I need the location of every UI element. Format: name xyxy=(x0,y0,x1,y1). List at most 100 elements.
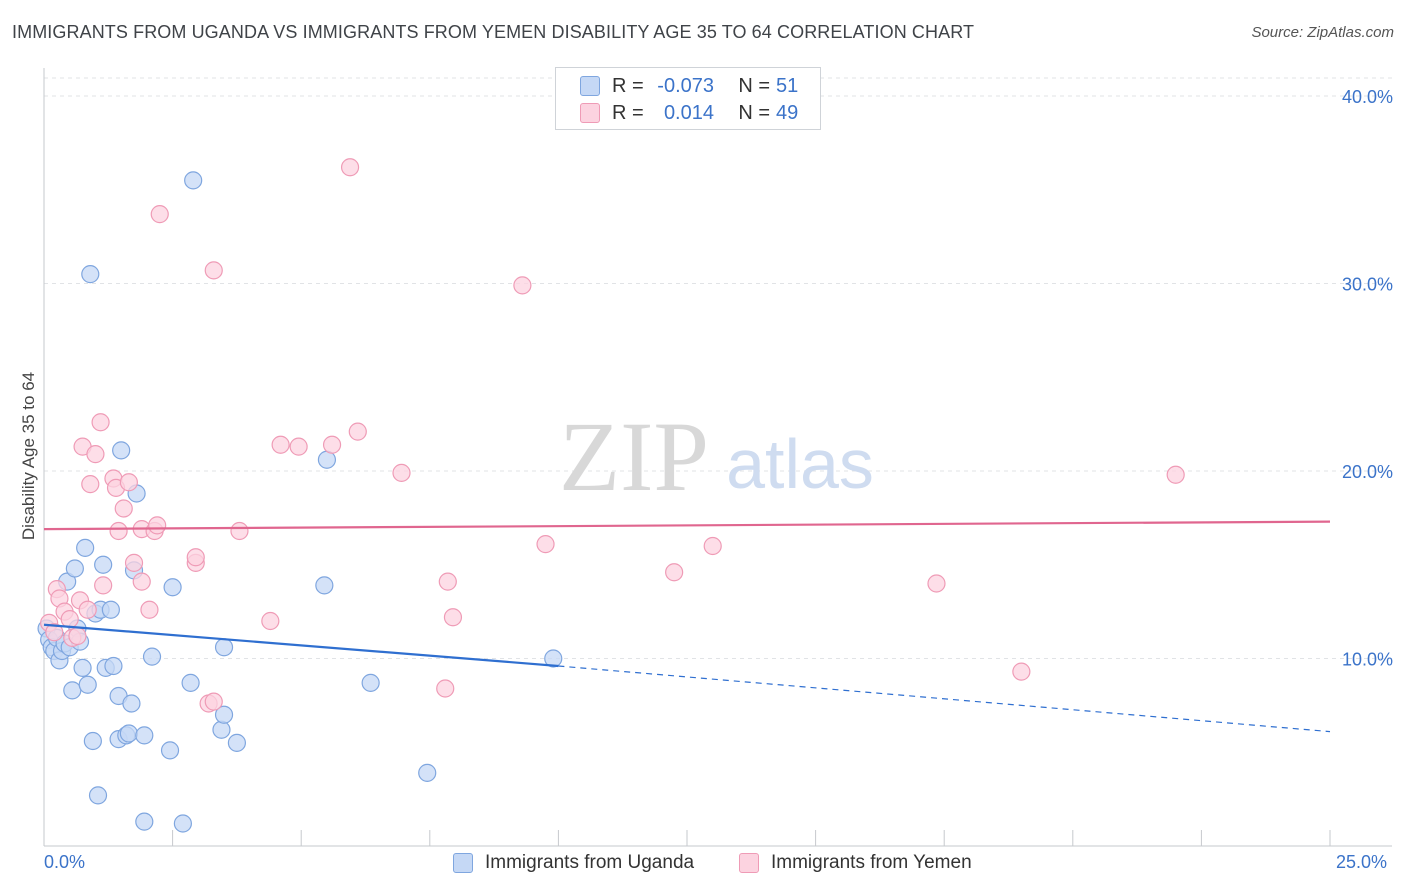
points-layer xyxy=(37,158,1185,833)
y-tick-label: 30.0% xyxy=(1342,275,1393,295)
series-legend: Immigrants from Uganda Immigrants from Y… xyxy=(0,852,1406,878)
yemen-point xyxy=(124,553,144,572)
yemen-point xyxy=(140,600,159,619)
legend-r-label: R = xyxy=(612,74,644,97)
uganda-point xyxy=(112,441,131,460)
yemen-point xyxy=(536,535,555,554)
uganda-point xyxy=(65,559,84,578)
legend-item-uganda: Immigrants from Uganda xyxy=(453,852,694,874)
yemen-point xyxy=(119,473,138,492)
yemen-point xyxy=(132,572,151,591)
uganda-trend-line xyxy=(43,623,559,668)
uganda-trend-extrapolation xyxy=(558,665,1331,733)
axis-layer: Disability Age 35 to 64 10.0% 20.0% 30.0% 4… xyxy=(19,68,1393,847)
yemen-point xyxy=(230,521,249,541)
x-tick-max: 25.0% xyxy=(1336,852,1388,872)
uganda-point xyxy=(361,673,380,692)
uganda-point xyxy=(104,656,123,676)
x-tick-min: 0.0% xyxy=(44,852,86,872)
uganda-point xyxy=(63,681,82,700)
yemen-point xyxy=(436,679,455,698)
yemen-point xyxy=(60,610,79,629)
chart-title: IMMIGRANTS FROM UGANDA VS IMMIGRANTS FRO… xyxy=(12,22,975,42)
uganda-point xyxy=(135,726,154,745)
y-tick-label: 10.0% xyxy=(1342,650,1393,670)
yemen-point xyxy=(81,475,100,494)
uganda-point xyxy=(73,658,92,677)
uganda-point xyxy=(160,741,180,760)
uganda-point xyxy=(181,673,200,692)
yemen-point xyxy=(94,576,113,595)
yemen-trend-line xyxy=(43,520,1331,531)
yemen-legend-icon xyxy=(739,853,759,873)
uganda-swatch-icon xyxy=(580,76,600,96)
yemen-point xyxy=(261,611,280,631)
uganda-point xyxy=(101,600,120,619)
yemen-point xyxy=(150,205,169,224)
legend-label-uganda: Immigrants from Uganda xyxy=(485,852,695,873)
trend-layer xyxy=(43,520,1331,733)
uganda-point xyxy=(83,731,102,751)
legend-row-uganda: R = -0.073 N = 51 xyxy=(580,74,810,98)
uganda-point xyxy=(214,638,234,657)
correlation-legend: R = -0.073 N = 51 R = 0.014 N = 49 xyxy=(555,67,821,130)
uganda-point xyxy=(184,171,203,190)
uganda-point xyxy=(119,724,138,743)
yemen-point xyxy=(1012,662,1031,681)
uganda-point xyxy=(163,578,182,597)
watermark-zip: ZIP xyxy=(559,401,709,512)
yemen-swatch-icon xyxy=(580,103,600,123)
legend-n-value: 49 xyxy=(776,101,799,124)
source-credit: Source: ZipAtlas.com xyxy=(1251,24,1394,41)
y-axis-label: Disability Age 35 to 64 xyxy=(19,372,38,540)
yemen-point xyxy=(204,692,223,711)
uganda-point xyxy=(544,649,563,668)
uganda-point xyxy=(88,786,108,805)
uganda-legend-icon xyxy=(453,853,473,873)
legend-r-value: -0.073 xyxy=(657,74,714,97)
yemen-point xyxy=(443,608,463,627)
yemen-point xyxy=(91,413,110,432)
yemen-point xyxy=(45,623,64,642)
legend-label-yemen: Immigrants from Yemen xyxy=(771,852,972,873)
grid-layer xyxy=(44,77,1392,659)
uganda-point xyxy=(135,812,154,831)
yemen-point xyxy=(348,422,367,441)
uganda-point xyxy=(94,555,113,574)
legend-r-label: R = xyxy=(612,101,644,124)
y-tick-label: 40.0% xyxy=(1342,87,1393,107)
yemen-point xyxy=(438,572,457,591)
yemen-point xyxy=(68,626,87,646)
uganda-point xyxy=(418,763,437,782)
uganda-point xyxy=(76,538,95,557)
uganda-point xyxy=(214,705,234,724)
yemen-point xyxy=(513,276,532,295)
uganda-point xyxy=(315,576,334,595)
uganda-point xyxy=(173,814,192,833)
uganda-point xyxy=(212,720,231,739)
yemen-point xyxy=(271,435,290,454)
watermark-atlas: atlas xyxy=(726,425,874,503)
yemen-point xyxy=(186,548,205,567)
yemen-point xyxy=(78,600,97,619)
uganda-point xyxy=(227,733,246,752)
yemen-point xyxy=(392,463,411,482)
yemen-point xyxy=(114,499,133,518)
yemen-point xyxy=(148,516,167,535)
yemen-point xyxy=(204,261,223,280)
yemen-point xyxy=(340,158,360,177)
y-tick-label: 20.0% xyxy=(1342,462,1393,482)
legend-r-value: 0.014 xyxy=(663,101,714,124)
yemen-point xyxy=(1166,465,1185,484)
legend-n-label: N = xyxy=(738,74,770,97)
uganda-point xyxy=(142,647,162,666)
yemen-point xyxy=(927,574,946,593)
yemen-point xyxy=(109,521,128,541)
yemen-point xyxy=(703,536,722,556)
uganda-point xyxy=(122,694,141,713)
legend-item-yemen: Immigrants from Yemen xyxy=(739,852,972,874)
yemen-point xyxy=(665,563,684,582)
yemen-point xyxy=(289,437,308,456)
